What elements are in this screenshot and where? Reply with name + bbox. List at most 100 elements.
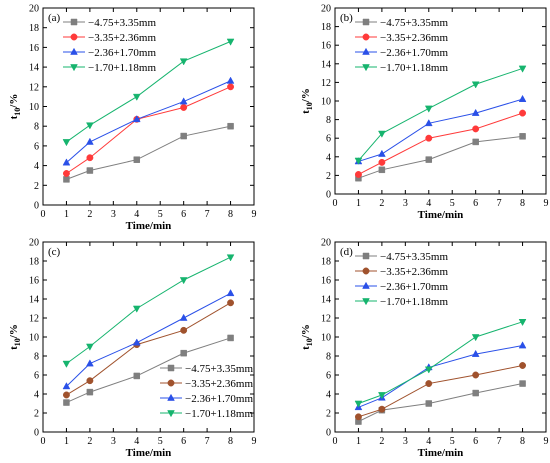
legend-swatch-marker — [70, 47, 78, 55]
y-axis-title-main: t — [8, 346, 20, 350]
data-point — [227, 122, 234, 130]
y-tick-label: 14 — [29, 63, 39, 74]
y-tick-label: 12 — [29, 314, 39, 325]
legend-label: −4.75+3.35mm — [185, 363, 253, 375]
data-point — [62, 139, 71, 147]
y-axis-title: t10/% — [300, 324, 314, 350]
data-point — [63, 176, 70, 183]
y-tick-label: 20 — [321, 4, 331, 15]
series-3 — [62, 76, 235, 166]
legend-item: −1.70+1.18mm — [355, 62, 448, 74]
x-tick-label: 2 — [87, 209, 92, 220]
legend-label: −3.35+2.36mm — [380, 32, 448, 44]
data-point — [62, 158, 71, 166]
y-axis-title: t10/% — [300, 88, 314, 114]
data-point — [180, 349, 187, 357]
legend-item: −4.75+3.35mm — [355, 251, 448, 263]
y-tick-label: 18 — [29, 23, 39, 34]
series-line — [358, 321, 523, 404]
data-point — [226, 254, 235, 262]
series-4 — [62, 38, 235, 147]
y-axis-title-subscript: 10 — [13, 338, 22, 346]
y-axis-title-subscript: 10 — [305, 338, 314, 346]
y-tick-label: 8 — [34, 122, 39, 133]
x-tick-label: 9 — [544, 436, 549, 447]
series-2 — [354, 362, 527, 421]
y-tick-label: 12 — [321, 78, 331, 89]
data-point — [471, 349, 480, 357]
data-point — [471, 108, 480, 116]
y-tick-label: 20 — [321, 238, 331, 249]
data-point — [132, 93, 141, 101]
data-point — [519, 109, 527, 117]
x-tick-label: 2 — [379, 436, 384, 447]
data-point — [180, 132, 187, 140]
x-tick-label: 9 — [252, 209, 257, 220]
x-tick-label: 7 — [205, 209, 210, 220]
data-point — [63, 399, 70, 406]
legend-swatch-marker — [362, 18, 370, 26]
y-tick-label: 8 — [326, 115, 331, 126]
y-tick-label: 2 — [326, 409, 331, 420]
series-line — [358, 67, 523, 161]
y-tick-label: 4 — [34, 161, 39, 172]
y-tick-label: 16 — [29, 276, 39, 287]
series-line — [66, 80, 231, 164]
chart-panel-d: 0 1 2 3 4 5 6 7 8 902468101214161820Time/mint10/%… — [300, 238, 549, 460]
y-tick-label: 20 — [29, 238, 39, 249]
y-axis-title-subscript: 10 — [13, 108, 22, 116]
y-tick-label: 0 — [326, 190, 331, 201]
legend-item: −3.35+2.36mm — [160, 378, 253, 390]
legend-label: −1.70+1.18mm — [380, 296, 448, 308]
x-tick-label: 0 — [41, 209, 46, 220]
legend-swatch-marker — [167, 393, 175, 401]
data-point — [471, 81, 480, 89]
x-tick-label: 1 — [64, 436, 69, 447]
legend-item: −1.70+1.18mm — [160, 408, 253, 420]
series-3 — [354, 341, 527, 411]
y-tick-label: 2 — [34, 409, 39, 420]
data-point — [424, 105, 433, 113]
x-tick-label: 4 — [426, 198, 431, 209]
x-tick-label: 5 — [158, 436, 163, 447]
legend: −4.75+3.35mm −3.35+2.36mm −2.36+1.70mm −1.7… — [63, 17, 156, 74]
y-axis-title-main: t — [300, 346, 312, 350]
x-tick-label: 7 — [497, 436, 502, 447]
y-tick-label: 8 — [34, 352, 39, 363]
y-tick-label: 6 — [34, 141, 39, 152]
data-point — [86, 388, 94, 396]
y-tick-label: 10 — [321, 97, 331, 108]
x-axis-title: Time/min — [418, 209, 464, 221]
panel-label: (c) — [48, 246, 61, 258]
legend-item: −2.36+1.70mm — [355, 281, 448, 293]
x-tick-label: 5 — [450, 198, 455, 209]
legend-item: −3.35+2.36mm — [355, 32, 448, 44]
data-point — [378, 158, 386, 166]
x-tick-label: 5 — [158, 209, 163, 220]
legend-label: −4.75+3.35mm — [380, 17, 448, 29]
legend-item: −2.36+1.70mm — [355, 47, 448, 59]
x-tick-label: 8 — [228, 209, 233, 220]
series-3 — [354, 94, 527, 165]
legend-swatch-marker — [362, 47, 370, 55]
x-tick-label: 0 — [333, 198, 338, 209]
x-axis-title: Time/min — [126, 447, 172, 459]
y-axis-title: t10/% — [8, 324, 22, 350]
data-point — [86, 122, 94, 130]
legend-item: −3.35+2.36mm — [355, 266, 448, 278]
x-tick-label: 2 — [87, 436, 92, 447]
chart-panel-a: 0 1 2 3 4 5 6 7 8 902468101214161820Time/mint10/%… — [8, 4, 257, 233]
data-point — [86, 359, 94, 367]
y-tick-label: 14 — [321, 59, 331, 70]
y-axis-title-unit: /% — [8, 94, 20, 109]
y-axis-title-subscript: 10 — [305, 102, 314, 110]
data-point — [62, 360, 71, 368]
data-point — [378, 166, 386, 174]
x-tick-label: 0 — [333, 436, 338, 447]
x-tick-label: 1 — [356, 198, 361, 209]
data-point — [425, 134, 433, 142]
data-point — [354, 157, 363, 165]
y-tick-label: 8 — [326, 352, 331, 363]
data-point — [226, 38, 235, 46]
data-point — [226, 76, 235, 84]
